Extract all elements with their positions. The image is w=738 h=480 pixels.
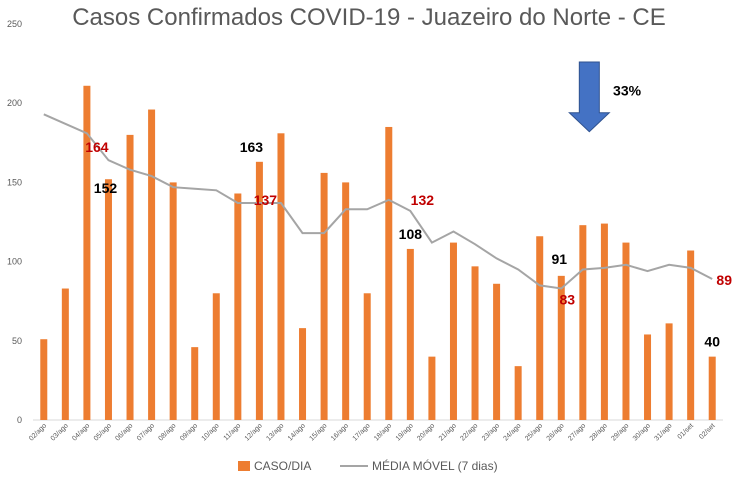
bar[interactable]	[40, 339, 48, 420]
data-annotation: 163	[240, 139, 264, 155]
bar[interactable]	[406, 248, 414, 420]
data-annotation: 33%	[613, 82, 642, 98]
bar[interactable]	[708, 356, 716, 420]
data-annotation: 83	[559, 292, 575, 308]
x-tick-label: 09/ago	[179, 422, 199, 442]
x-tick-label: 28/ago	[589, 422, 609, 442]
bar[interactable]	[342, 182, 350, 420]
x-tick-label: 25/ago	[524, 422, 544, 442]
y-tick-label: 100	[7, 257, 22, 267]
bar[interactable]	[557, 275, 565, 420]
data-annotation: 91	[551, 251, 567, 267]
x-tick-label: 03/ago	[50, 422, 70, 442]
x-tick-label: 30/ago	[632, 422, 652, 442]
bar[interactable]	[299, 328, 307, 420]
y-tick-label: 0	[17, 415, 22, 425]
x-tick-label: 05/ago	[93, 422, 113, 442]
y-tick-label: 150	[7, 177, 22, 187]
bar[interactable]	[61, 288, 69, 420]
data-annotation: 164	[85, 139, 109, 155]
x-tick-label: 04/ago	[71, 422, 91, 442]
bar[interactable]	[255, 161, 263, 421]
bar[interactable]	[277, 133, 285, 420]
bar[interactable]	[126, 134, 134, 420]
bar[interactable]	[600, 223, 608, 420]
x-tick-label: 31/ago	[653, 422, 673, 442]
data-annotation: 152	[94, 180, 118, 196]
data-annotation: 108	[399, 226, 423, 242]
bar[interactable]	[471, 266, 479, 420]
bar[interactable]	[449, 242, 457, 420]
bar[interactable]	[536, 236, 544, 420]
bar[interactable]	[622, 242, 630, 420]
x-tick-label: 18/ago	[373, 422, 393, 442]
data-annotation: 89	[716, 272, 732, 288]
data-annotation: 132	[411, 192, 435, 208]
bar[interactable]	[579, 225, 587, 420]
bar[interactable]	[320, 172, 328, 420]
bar[interactable]	[493, 283, 501, 420]
x-tick-label: 02/ago	[28, 422, 48, 442]
bar[interactable]	[687, 250, 695, 420]
x-tick-label: 22/ago	[459, 422, 479, 442]
x-tick-label: 16/ago	[330, 422, 350, 442]
legend-label: MÉDIA MÓVEL (7 dias)	[372, 458, 498, 473]
bar[interactable]	[234, 193, 242, 420]
y-tick-label: 200	[7, 98, 22, 108]
x-tick-label: 01/set	[677, 422, 695, 440]
x-tick-label: 19/ago	[395, 422, 415, 442]
down-arrow-icon	[568, 61, 611, 133]
x-tick-label: 06/ago	[114, 422, 134, 442]
x-tick-label: 20/ago	[416, 422, 436, 442]
x-tick-label: 15/ago	[308, 422, 328, 442]
bar[interactable]	[665, 323, 673, 420]
y-tick-label: 50	[12, 336, 22, 346]
x-tick-label: 21/ago	[438, 422, 458, 442]
x-tick-label: 23/ago	[481, 422, 501, 442]
bar[interactable]	[212, 293, 220, 420]
bar[interactable]	[104, 179, 112, 420]
x-tick-label: 07/ago	[136, 422, 156, 442]
bar[interactable]	[148, 109, 156, 420]
bar[interactable]	[191, 347, 199, 420]
data-annotation: 137	[254, 192, 278, 208]
bar[interactable]	[83, 85, 91, 420]
x-tick-label: 24/ago	[502, 422, 522, 442]
x-tick-label: 26/ago	[546, 422, 566, 442]
x-tick-label: 12/ago	[244, 422, 264, 442]
x-tick-label: 10/ago	[201, 422, 221, 442]
legend-swatch-bar	[238, 461, 250, 471]
x-tick-label: 17/ago	[352, 422, 372, 442]
y-tick-label: 250	[7, 19, 22, 29]
bar[interactable]	[514, 366, 522, 420]
x-tick-label: 02/set	[698, 422, 716, 440]
x-tick-label: 11/ago	[223, 422, 243, 442]
x-tick-label: 14/ago	[287, 422, 307, 442]
x-tick-label: 27/ago	[567, 422, 587, 442]
legend-label: CASO/DIA	[254, 459, 311, 473]
x-tick-label: 13/ago	[265, 422, 285, 442]
x-tick-label: 29/ago	[610, 422, 630, 442]
data-annotation: 40	[704, 334, 720, 350]
bar[interactable]	[644, 334, 652, 420]
moving-average-line	[43, 113, 713, 290]
bar[interactable]	[363, 293, 371, 420]
bar[interactable]	[385, 126, 393, 421]
x-tick-label: 08/ago	[157, 422, 177, 442]
bar[interactable]	[428, 356, 436, 420]
chart-title: Casos Confirmados COVID-19 - Juazeiro do…	[72, 4, 666, 31]
bar[interactable]	[169, 182, 177, 420]
